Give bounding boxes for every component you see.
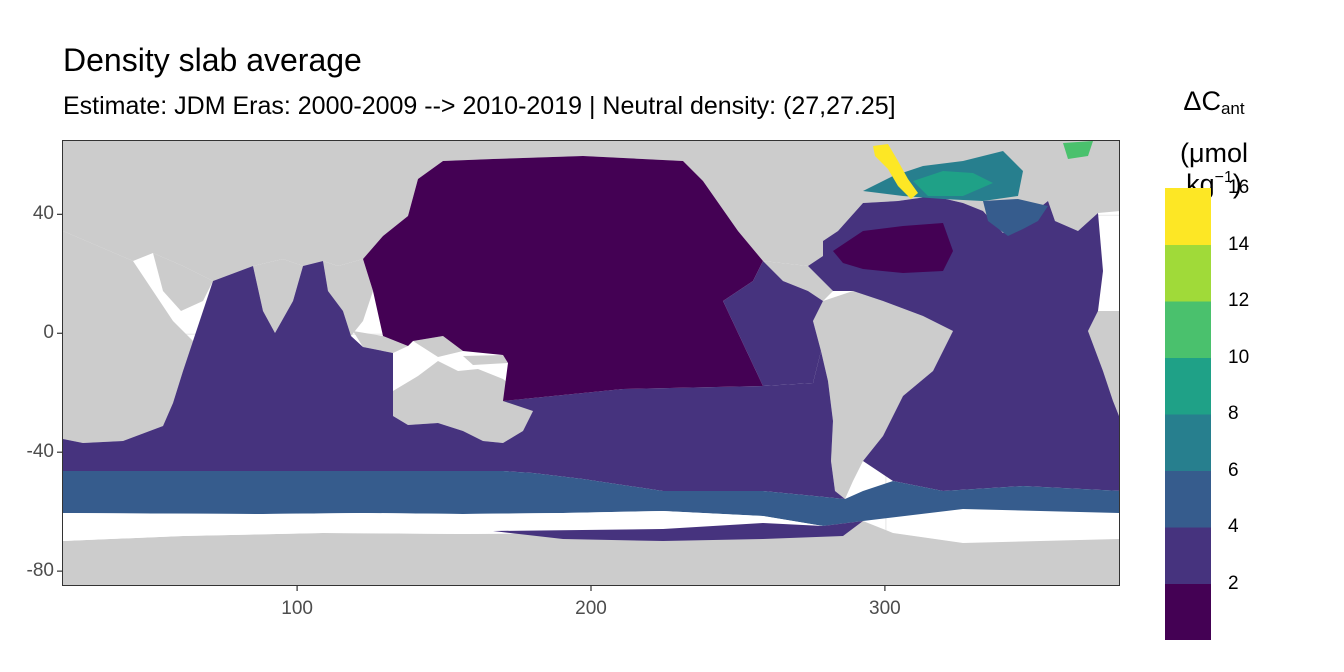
region-labrador-sea [913,171,993,196]
chart-subtitle: Estimate: JDM Eras: 2000-2009 --> 2010-2… [63,92,896,120]
legend-label-8: 8 [1228,403,1239,424]
land-antarctica [63,521,1119,585]
region-north-atlantic-east [983,199,1048,236]
legend-bin-0-2 [1165,583,1211,640]
map-panel [62,140,1120,586]
land-central-america [763,261,833,301]
region-southern-ocean-band [63,471,1119,526]
region-ross-weddell-shelf [493,521,863,541]
legend-bin-4-6 [1165,470,1211,528]
y-tick-label-0: 0 [43,322,54,344]
region-south-pacific-east-margin [723,261,823,386]
legend-title: ΔCant [1183,86,1245,118]
region-indian-ocean [63,261,503,471]
land-layer [63,141,1119,585]
legend-label-2: 2 [1228,572,1239,594]
region-norwegian-sea-fringe [1063,141,1093,159]
legend-bin-6-8 [1165,414,1211,471]
land-africa [63,231,193,443]
legend-bin-12-14 [1165,244,1211,302]
region-south-pacific [503,351,845,499]
legend-colorbar [1165,188,1211,640]
legend-label-14: 14 [1228,233,1250,255]
land-se-asia [323,259,373,336]
ocean-layer [63,141,1119,526]
land-north [63,141,1119,281]
legend-bin-10-12 [1165,301,1211,358]
legend-bin-8-10 [1165,357,1211,415]
map-svg [63,141,1119,585]
region-greenland-coast [873,144,918,199]
x-tick-label-300: 300 [869,598,901,619]
region-subtropical-north-atlantic [833,223,953,273]
region-north-pacific [363,156,763,401]
y-tick-label-minus-40: -40 [26,441,54,463]
legend-bin-14-16 [1165,188,1211,245]
land-australia [393,361,533,443]
legend-label-12: 12 [1228,290,1250,311]
x-tick-label-200: 200 [575,598,607,619]
legend-bin-2-4 [1165,527,1211,584]
land-africa-east [1088,311,1119,416]
land-madagascar [141,367,159,409]
x-tick-label-100: 100 [281,598,313,619]
y-tick-label-40: 40 [32,203,54,225]
land-south-america [813,291,953,499]
legend-label-6: 6 [1228,459,1239,481]
legend-label-4: 4 [1228,516,1239,537]
ice-layer [63,511,863,541]
land-india [253,259,303,333]
y-tick-label-minus-80: -80 [26,560,54,582]
legend-label-10: 10 [1228,346,1250,368]
land-arabia [153,253,213,311]
chart-title: Density slab average [63,42,362,78]
legend-label-16: 16 [1228,177,1250,198]
